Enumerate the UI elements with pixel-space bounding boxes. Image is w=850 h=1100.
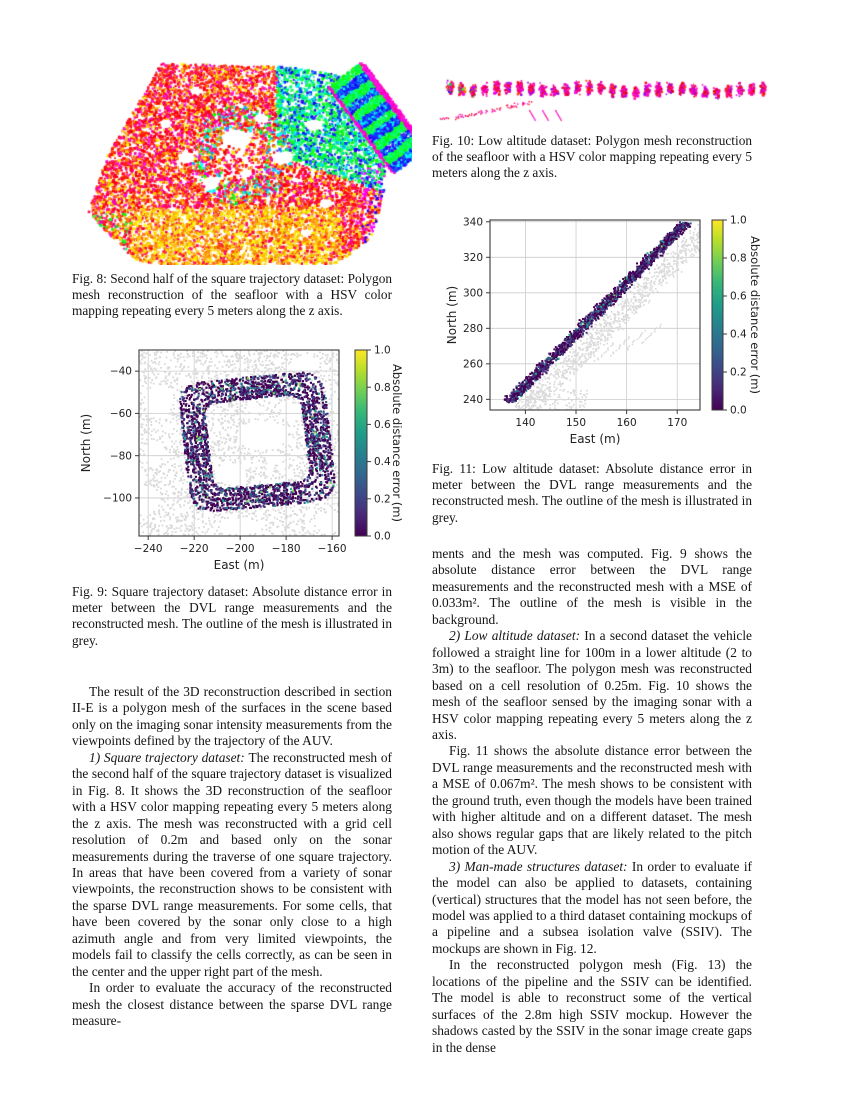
paragraph-text: In a second dataset the vehicle followed…	[432, 628, 753, 742]
fig8-caption: Fig. 8: Second half of the square trajec…	[72, 271, 392, 319]
fig9-error-plot: −240 −220 −200 −180 −160 −100 −80 −60 −40 East (m…	[74, 344, 404, 580]
paragraph: ments and the mesh was computed. Fig. 9 …	[432, 546, 752, 628]
fig10-caption: Fig. 10: Low altitude dataset: Polygon m…	[432, 133, 752, 181]
subsection-lead: 2) Low altitude dataset:	[449, 628, 585, 644]
fig11-caption: Fig. 11: Low altitude dataset: Absolute …	[432, 461, 752, 525]
paragraph: Fig. 11 shows the absolute distance erro…	[432, 743, 752, 858]
paragraph: The result of the 3D reconstruction desc…	[72, 684, 392, 750]
paragraph: In order to evaluate the accuracy of the…	[72, 980, 392, 1029]
paragraph-text: In the reconstructed polygon mesh (Fig. …	[432, 957, 752, 1055]
right-column-text: ments and the mesh was computed. Fig. 9 …	[432, 546, 752, 1056]
subsection-lead: 3) Man-made structures dataset:	[449, 858, 632, 874]
fig9-caption: Fig. 9: Square trajectory dataset: Absol…	[72, 584, 392, 648]
paragraph-text: In order to evaluate if the model can al…	[432, 858, 753, 956]
paragraph: 3) Man-made structures dataset: In order…	[432, 859, 752, 958]
subsection-lead: 1) Square trajectory dataset:	[89, 749, 249, 765]
paragraph: 1) Square trajectory dataset: The recons…	[72, 750, 392, 980]
paragraph: In the reconstructed polygon mesh (Fig. …	[432, 957, 752, 1056]
fig10-mesh-image	[433, 72, 770, 128]
fig8-mesh-image	[75, 62, 412, 265]
paragraph-text: Fig. 11 shows the absolute distance erro…	[432, 743, 752, 858]
left-column-text: The result of the 3D reconstruction desc…	[72, 684, 392, 1030]
paragraph-text: The reconstructed mesh of the second hal…	[72, 749, 392, 979]
fig11-error-plot: 140 150 160 170 240 260 280 300 320 340 East (m) No…	[444, 210, 774, 460]
paragraph-text: In order to evaluate the accuracy of the…	[72, 980, 392, 1029]
paragraph-text: The result of the 3D reconstruction desc…	[72, 684, 392, 749]
paragraph-text: ments and the mesh was computed. Fig. 9 …	[432, 546, 752, 627]
paragraph: 2) Low altitude dataset: In a second dat…	[432, 628, 752, 743]
